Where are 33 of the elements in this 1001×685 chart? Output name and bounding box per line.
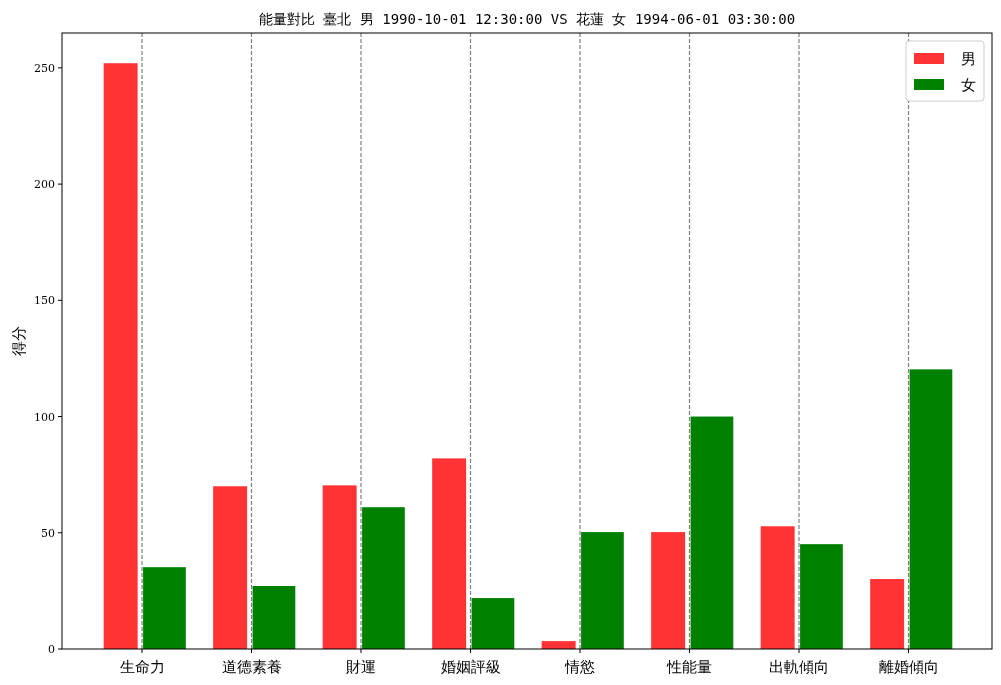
- bar: [252, 586, 296, 649]
- y-tick-label: 50: [41, 526, 55, 540]
- y-tick-label: 250: [34, 61, 55, 75]
- x-tick-label: 財運: [346, 658, 376, 676]
- bar: [800, 544, 843, 649]
- bar: [103, 63, 138, 649]
- legend-label: 男: [961, 50, 976, 68]
- bar: [760, 526, 795, 649]
- bar: [322, 485, 357, 649]
- y-tick-label: 150: [34, 294, 55, 308]
- bar: [581, 532, 624, 649]
- bar: [471, 598, 515, 649]
- bar: [909, 369, 953, 649]
- y-axis-title: 得分: [10, 326, 28, 356]
- bar: [213, 486, 248, 649]
- x-tick-label: 出軌傾向: [769, 658, 829, 676]
- x-tick-label: 婚姻評級: [440, 658, 501, 676]
- x-tick-label: 道德素養: [221, 658, 282, 676]
- bar: [870, 579, 905, 649]
- legend-label: 女: [961, 76, 976, 94]
- y-tick-label: 0: [48, 643, 55, 656]
- x-tick-label: 情慾: [564, 658, 595, 676]
- y-tick-label: 100: [34, 410, 55, 424]
- bar: [362, 507, 405, 649]
- x-tick-label: 離婚傾向: [878, 658, 939, 676]
- bar: [690, 416, 734, 649]
- y-tick-label: 200: [34, 178, 55, 192]
- x-tick-label: 性能量: [666, 658, 712, 676]
- bar: [143, 567, 186, 649]
- chart-title: 能量對比 臺北 男 1990-10-01 12:30:00 VS 花蓮 女 1994-06-01 03:30:00: [258, 11, 796, 27]
- x-tick-label: 生命力: [119, 658, 165, 676]
- bar: [651, 532, 686, 649]
- bar: [432, 458, 467, 649]
